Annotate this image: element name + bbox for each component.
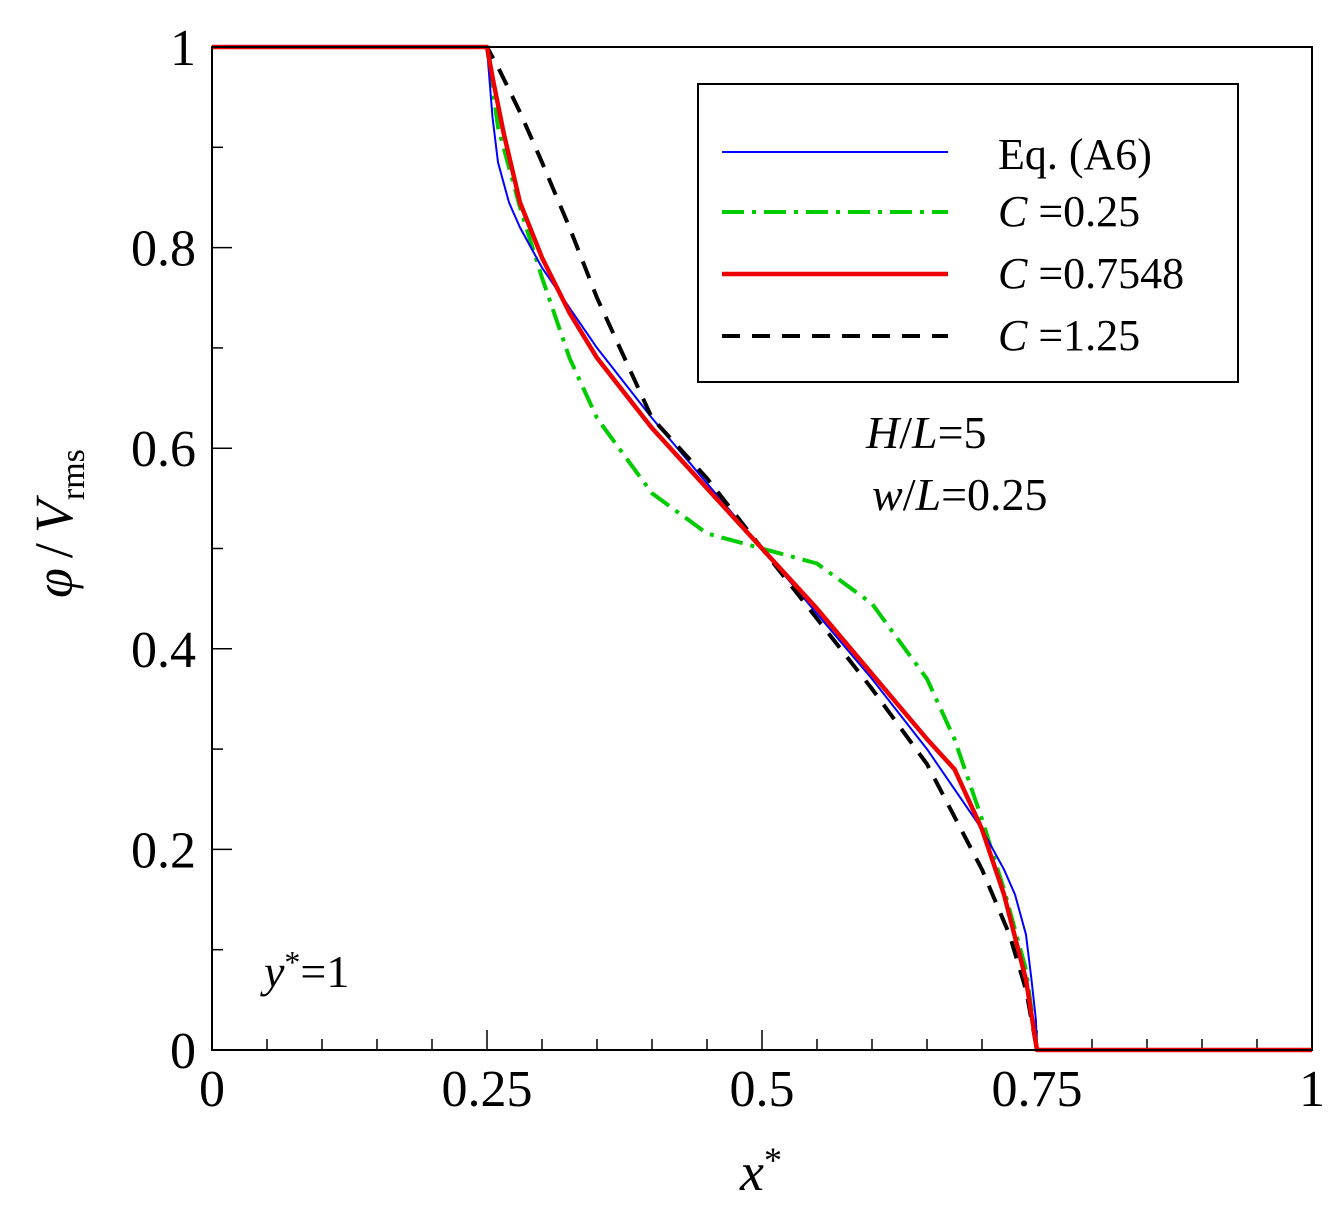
legend-box xyxy=(697,83,1239,383)
y-tick-label: 0.2 xyxy=(131,822,196,879)
annotation-h-over-l: H/L=5 xyxy=(865,407,987,458)
x-tick-label: 0.25 xyxy=(442,1061,533,1118)
legend-label-c-025: C =0.25 xyxy=(998,187,1140,236)
legend-label-c-07548: C =0.7548 xyxy=(998,249,1184,298)
x-tick-label: 0.75 xyxy=(992,1061,1083,1118)
x-tick-label: 0 xyxy=(199,1061,225,1118)
annotation-w-over-l: w/L=0.25 xyxy=(872,469,1048,520)
x-tick-label: 0.5 xyxy=(730,1061,795,1118)
series-line-3 xyxy=(212,45,1312,1052)
y-tick-label: 1 xyxy=(170,20,196,77)
x-axis-label: x* xyxy=(739,1140,782,1202)
legend: Eq. (A6) C =0.25 C =0.7548 C =1.25 xyxy=(697,83,1239,383)
plot-frame xyxy=(211,46,1313,1051)
annotation-y-star: y*=1 xyxy=(260,944,349,997)
y-tick-label: 0.4 xyxy=(131,622,196,679)
series-layer xyxy=(212,44,1312,1053)
y-axis-label: φ/Vrms xyxy=(24,449,92,598)
y-tick-label: 0 xyxy=(170,1023,196,1080)
legend-label-c-125: C =1.25 xyxy=(998,311,1140,360)
series-line-2 xyxy=(212,44,1312,1053)
x-tick-label: 1 xyxy=(1299,1061,1325,1118)
tick-labels: 0 0.25 0.5 0.75 1 0 0.2 0.4 0.6 0.8 1 xyxy=(131,20,1325,1118)
y-tick-label: 0.8 xyxy=(131,221,196,278)
y-tick-label: 0.6 xyxy=(131,421,196,478)
legend-label-eq-a6: Eq. (A6) xyxy=(998,130,1152,179)
